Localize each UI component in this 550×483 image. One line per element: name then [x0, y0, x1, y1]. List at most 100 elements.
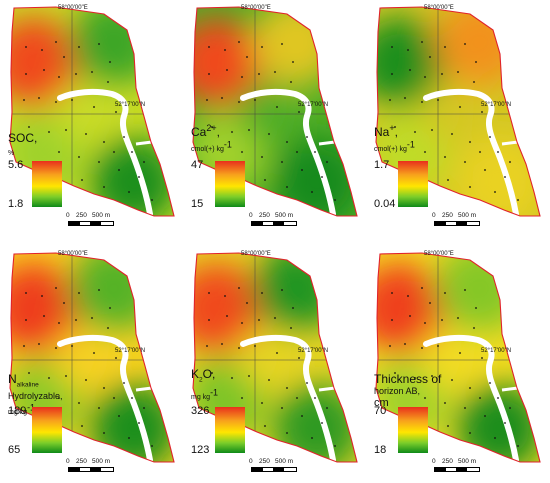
sample-point [107, 81, 109, 83]
sample-point [276, 352, 278, 354]
scale-label: 500 m [275, 458, 294, 465]
sample-point [314, 151, 316, 153]
interpolation-map [192, 252, 358, 463]
interpolation-map [9, 6, 175, 217]
sample-point [63, 56, 65, 58]
area-boundary [192, 252, 358, 463]
sample-point [118, 169, 120, 171]
scale-label: 250 [76, 458, 87, 465]
scale-bar: 0 250 500 m [249, 458, 309, 476]
sample-point [429, 302, 431, 304]
sample-point [261, 292, 263, 294]
sample-point [128, 191, 130, 193]
sample-point [469, 387, 471, 389]
sample-point [226, 69, 228, 71]
sample-point [290, 327, 292, 329]
sample-point [296, 151, 298, 153]
legend-title-part: Ca [191, 125, 207, 139]
sample-point [444, 292, 446, 294]
sample-point [238, 41, 240, 43]
river-branch [135, 386, 153, 392]
sample-point [113, 151, 115, 153]
sample-point [48, 131, 50, 133]
sample-point [254, 99, 256, 101]
legend-title-part: K [191, 367, 200, 381]
sample-point [248, 129, 250, 131]
latitude-label: 52°17'00"N [298, 102, 329, 108]
scale-bar: 0 250 500 m [432, 212, 492, 230]
scale-label: 250 [442, 458, 453, 465]
sample-point [286, 141, 288, 143]
sample-point [504, 422, 506, 424]
sample-point [211, 372, 213, 374]
sample-point [241, 397, 243, 399]
scale-label: 500 m [275, 212, 294, 219]
sample-point [25, 319, 27, 321]
legend-title-part: cmol(+) kg [191, 146, 224, 154]
sample-point [208, 319, 210, 321]
sample-point [58, 76, 60, 78]
scale-segment [251, 467, 263, 472]
sample-point [75, 319, 77, 321]
color-ramp-legend [215, 407, 245, 453]
sample-point [444, 156, 446, 158]
sample-point [290, 81, 292, 83]
sample-point [71, 99, 73, 101]
sample-point [424, 76, 426, 78]
sample-point [314, 397, 316, 399]
area-boundary [192, 6, 358, 217]
area-boundary [9, 6, 175, 217]
map-panel-na: 58°00'00"E 52°17'00"N Na+, cmol(+) kg-1 1.7 0… [370, 2, 546, 230]
legend-title-part: horizon AB, [374, 386, 421, 396]
sample-point [464, 407, 466, 409]
sample-point [264, 179, 266, 181]
legend-title-part: + [389, 123, 395, 133]
sample-point [109, 61, 111, 63]
sample-point [286, 186, 288, 188]
sample-point [118, 415, 120, 417]
legend-max-value: 1.7 [374, 159, 390, 171]
sample-point [85, 379, 87, 381]
sample-point [113, 397, 115, 399]
sample-point [128, 437, 130, 439]
sample-point [208, 73, 210, 75]
scale-label: 500 m [458, 458, 477, 465]
area-boundary [375, 6, 541, 217]
scale-bar: 0 250 500 m [432, 458, 492, 476]
sample-point [138, 176, 140, 178]
sample-point [292, 61, 294, 63]
scale-segment [90, 221, 101, 226]
sample-point [481, 111, 483, 113]
sample-point [98, 407, 100, 409]
legend-title: K2O, mg kg-1 [191, 368, 218, 404]
area-boundary [375, 252, 541, 463]
legend-max-value: 189 [8, 405, 27, 417]
sample-point [286, 387, 288, 389]
sample-point [298, 357, 300, 359]
sample-point [497, 397, 499, 399]
map-panel-k: 58°00'00"E 52°17'00"N K2O, mg kg-1 326 123 0 25… [187, 248, 363, 476]
sample-point [226, 315, 228, 317]
sample-point [115, 111, 117, 113]
river-branch [501, 386, 519, 392]
latitude-label: 52°17'00"N [115, 348, 146, 354]
sample-point [497, 151, 499, 153]
sample-point [241, 322, 243, 324]
scale-segment [90, 467, 101, 472]
legend-min-value: 18 [374, 444, 387, 456]
sample-point [98, 43, 100, 45]
sample-point [81, 425, 83, 427]
interpolation-map [375, 6, 541, 217]
sample-point [484, 415, 486, 417]
legend-unit: mg kg-1 [191, 387, 218, 400]
sample-point [258, 319, 260, 321]
sample-point [437, 345, 439, 347]
latitude-label: 52°17'00"N [298, 348, 329, 354]
scale-label: 0 [66, 212, 70, 219]
sample-point [394, 372, 396, 374]
sample-point [489, 382, 491, 384]
legend-title: SOC,% [8, 132, 37, 160]
sample-point [23, 99, 25, 101]
interpolation-map [192, 6, 358, 217]
latitude-label: 52°17'00"N [481, 348, 512, 354]
